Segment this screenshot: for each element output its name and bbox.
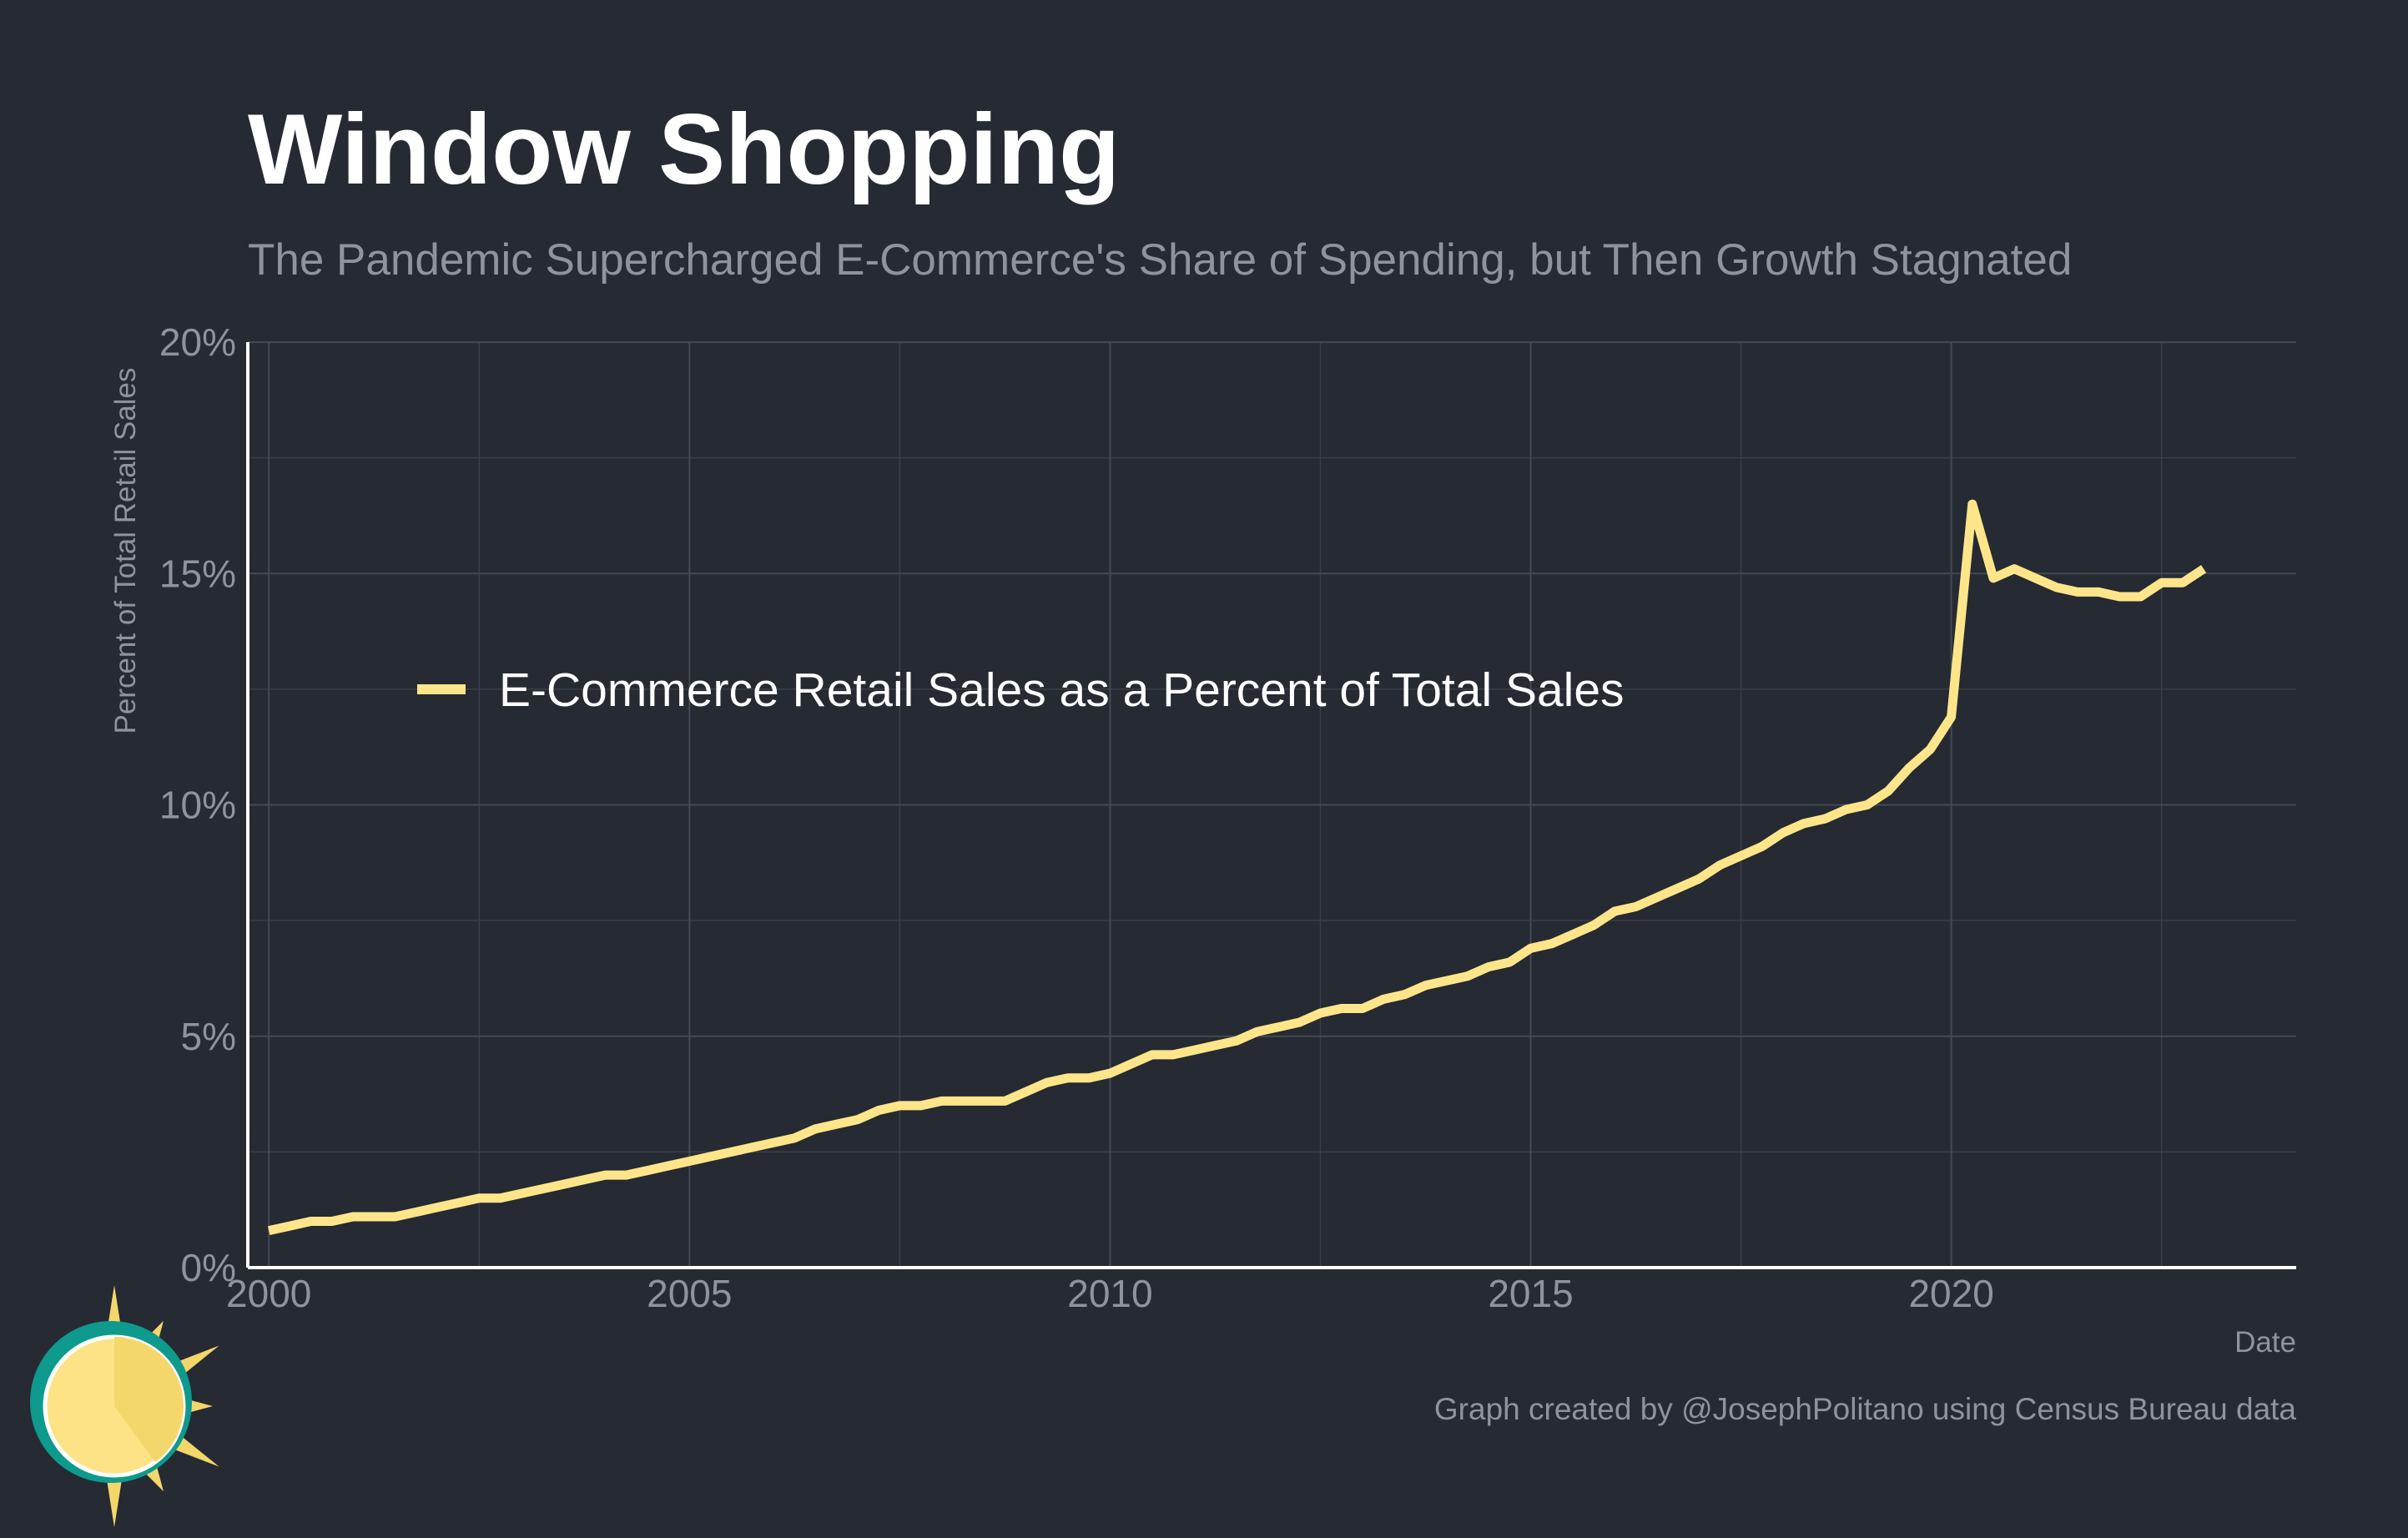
y-axis-title: Percent of Total Retail Sales — [109, 367, 142, 734]
legend-label: E-Commerce Retail Sales as a Percent of … — [499, 663, 1625, 717]
y-tick-label: 15% — [159, 552, 236, 595]
x-tick-label: 2005 — [647, 1272, 732, 1315]
gridlines — [248, 341, 2296, 1268]
x-tick-label: 2010 — [1067, 1272, 1152, 1315]
chart-subtitle: The Pandemic Supercharged E-Commerce's S… — [248, 235, 2072, 285]
sun-logo-icon — [30, 1285, 219, 1527]
x-tick-label: 2015 — [1488, 1272, 1573, 1315]
sun-ray — [105, 1472, 123, 1527]
y-tick-label: 5% — [181, 1015, 236, 1058]
legend: E-Commerce Retail Sales as a Percent of … — [417, 663, 1625, 717]
chart-title: Window Shopping — [248, 93, 1120, 205]
x-tick-labels: 2000 2005 2010 2015 2020 — [226, 1272, 1994, 1315]
series-line — [268, 499, 2207, 1235]
y-tick-label: 10% — [159, 784, 236, 827]
x-tick-label: 2000 — [226, 1272, 311, 1315]
series-layer — [268, 499, 2207, 1235]
source-caption: Graph created by @JosephPolitano using C… — [1434, 1392, 2297, 1426]
x-axis-title: Date — [2234, 1326, 2296, 1359]
y-tick-labels: 0% 5% 10% 15% 20% — [159, 320, 236, 1289]
x-tick-label: 2020 — [1908, 1272, 1993, 1315]
y-tick-label: 0% — [181, 1246, 236, 1289]
y-tick-label: 20% — [159, 320, 236, 364]
